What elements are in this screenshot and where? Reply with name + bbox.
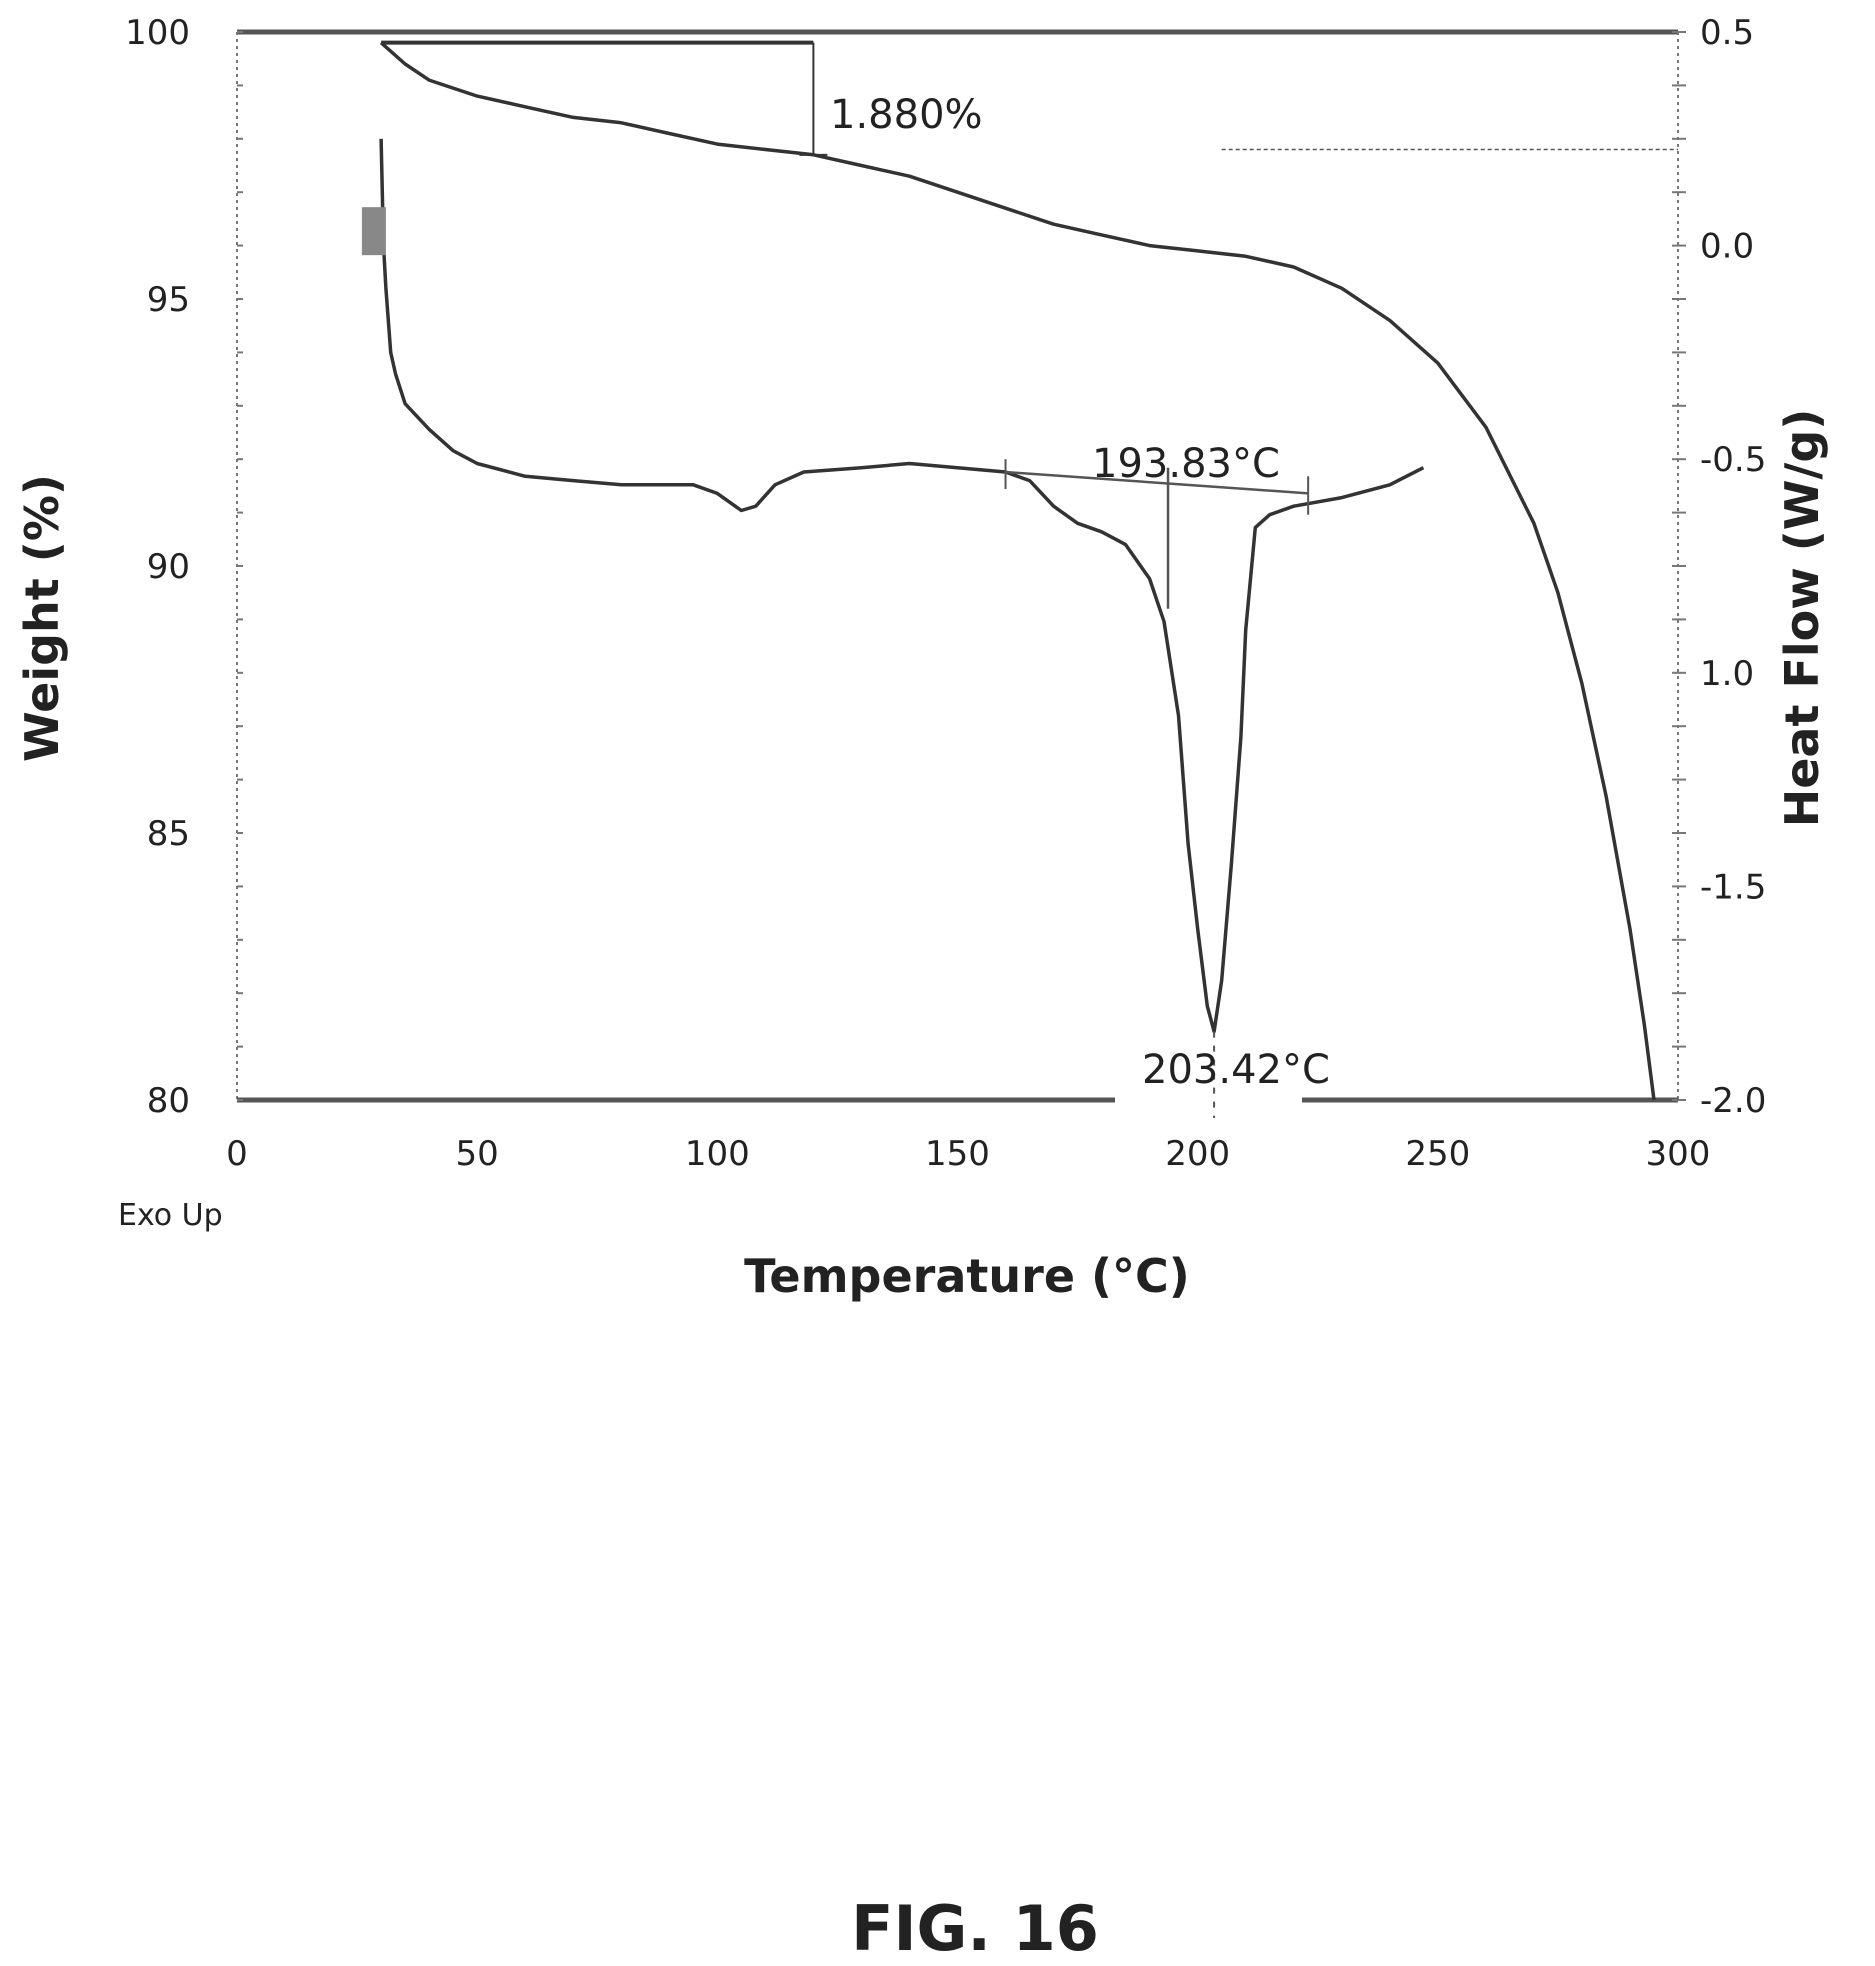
y2-tick-label: 0.5 [1700, 13, 1754, 53]
tick-labels: 0 50 100 150 200 250 300 80 85 90 95 100 -2.0 -1.5 1.0… [125, 13, 1766, 1174]
annotation-weight-loss: 1.880% [830, 92, 983, 138]
x-tick-label: 200 [1165, 1134, 1230, 1174]
y-tick-label: 90 [147, 547, 190, 587]
y-tick-label: 100 [125, 13, 190, 53]
annotation-layer [361, 40, 1678, 1118]
x-tick-label: 100 [685, 1134, 750, 1174]
x-tick-label: 300 [1646, 1134, 1711, 1174]
start-marker [361, 207, 386, 256]
y-tick-label: 85 [147, 814, 190, 854]
onset-baseline [1005, 470, 1309, 495]
exo-up-label: Exo Up [118, 1198, 223, 1233]
series-layer [379, 41, 1656, 1101]
y2-tick-label: 1.0 [1700, 654, 1754, 694]
heat-flow-curve [379, 138, 1425, 1034]
y-tick-label: 95 [147, 280, 190, 320]
y2-tick-label: 0.0 [1700, 227, 1754, 267]
y2-axis-title: Heat Flow (W/g) [1775, 409, 1829, 828]
x-tick-label: 250 [1405, 1134, 1470, 1174]
y2-tick-label: -1.5 [1700, 867, 1766, 907]
y-axis-title: Weight (%) [15, 474, 69, 762]
x-tick-label: 50 [456, 1134, 499, 1174]
y-tick-label: 80 [147, 1081, 190, 1121]
annotation-onset-temp: 193.83°C [1092, 441, 1280, 487]
y2-tick-label: -2.0 [1700, 1081, 1766, 1121]
weight-curve [379, 41, 1656, 1101]
y2-tick-label: -0.5 [1700, 440, 1766, 480]
x-tick-label: 150 [925, 1134, 990, 1174]
plot-frame [236, 29, 1686, 1103]
x-tick-label: 0 [226, 1134, 248, 1174]
annotation-peak-temp: 203.42°C [1142, 1047, 1330, 1093]
figure-caption: FIG. 16 [851, 1892, 1099, 1965]
x-axis-title: Temperature (°C) [744, 1249, 1190, 1303]
